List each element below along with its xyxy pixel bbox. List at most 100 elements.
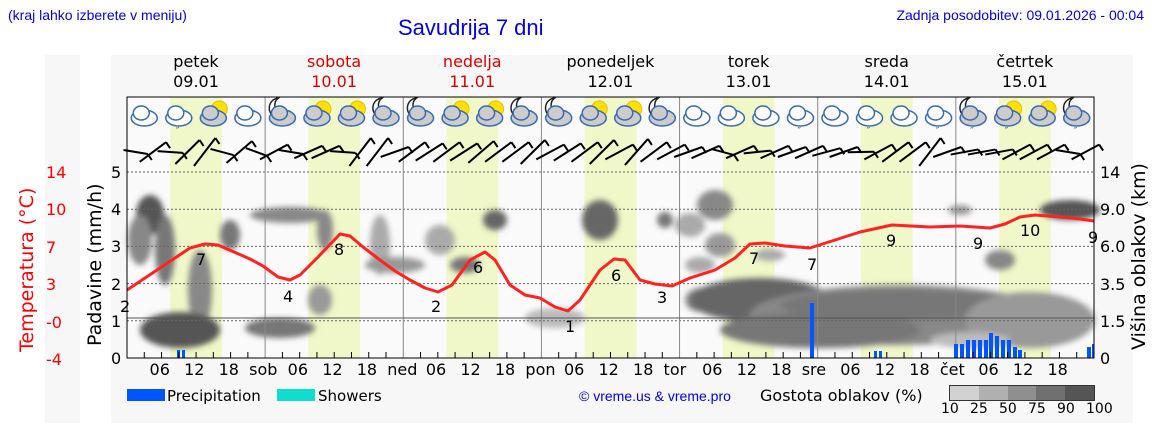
wind-barb-icon	[225, 140, 257, 164]
x-tick-label: 06	[702, 360, 723, 379]
weather-icon	[717, 105, 746, 127]
weather-icon: ″	[924, 105, 953, 137]
wind-barb-icon	[1002, 143, 1035, 161]
precipitation-legend-label: Precipitation	[167, 387, 261, 405]
cloud-tick-label: 0	[1100, 349, 1111, 368]
x-tick-label: 06	[287, 360, 309, 379]
cloud-height-axis-title: Višina oblakov (km)	[1128, 163, 1150, 350]
wind-barb-icon	[898, 141, 931, 163]
weather-icon: ″	[993, 100, 1023, 137]
weather-icon	[821, 105, 849, 127]
x-tick-label: 06	[425, 360, 447, 379]
x-tick-label: 18	[356, 360, 378, 379]
wind-barb-icon	[259, 143, 293, 161]
x-tick-label: 12	[322, 360, 343, 379]
cloud-density-area	[128, 190, 1100, 348]
x-tick-label: 18	[633, 360, 654, 379]
svg-text:″: ″	[797, 126, 801, 137]
svg-text:″: ″	[936, 126, 940, 137]
wind-barb-icon	[467, 140, 499, 164]
cloud-tick-label: 3.5	[1100, 274, 1126, 294]
scale-swatch	[1007, 386, 1037, 400]
weather-icon	[475, 100, 505, 127]
x-tick-label: 18	[218, 360, 239, 379]
svg-text:″: ″	[1005, 126, 1009, 137]
precipitation-bars	[177, 303, 1094, 358]
weather-icon	[406, 97, 435, 127]
weather-icon	[303, 100, 332, 127]
copyright-link[interactable]: © vreme.us & vreme.pro	[579, 388, 731, 404]
svg-text:8: 8	[334, 240, 344, 259]
precipitation-axis-title: Padavine (mm/h)	[84, 183, 106, 346]
cloud-tick-label: 14	[1100, 163, 1121, 182]
wind-barb-icon	[415, 142, 448, 162]
svg-text:3: 3	[657, 288, 667, 307]
x-tick-label: 18	[1047, 360, 1068, 379]
scale-label: 100	[1086, 401, 1113, 417]
region-menu-hint[interactable]: (kraj lahko izberete v meniju)	[8, 7, 187, 23]
x-tick-label: 12	[1012, 360, 1034, 379]
weather-icon	[130, 105, 159, 127]
wind-barb-icon	[398, 141, 430, 163]
temp-tick-label: 3	[46, 275, 57, 295]
wind-barb-icon	[760, 144, 794, 160]
precip-tick-label: 1	[111, 311, 122, 331]
wind-barb-icon	[589, 139, 619, 165]
wind-barb-icon	[348, 137, 376, 167]
wind-barb-icon	[725, 144, 759, 160]
day-date: 11.01	[449, 72, 496, 91]
svg-text:″: ″	[867, 126, 871, 137]
svg-text:″: ″	[176, 126, 180, 137]
day-name: ponedeljek	[566, 52, 655, 71]
day-date: 14.01	[863, 72, 910, 91]
showers-legend-label: Showers	[318, 387, 382, 405]
temperature-axis-title: Temperatura (°C)	[16, 187, 38, 352]
cloud-density-scale	[949, 385, 1095, 401]
wind-barb-icon	[193, 137, 221, 167]
weather-icon	[648, 97, 677, 127]
weather-icon	[199, 100, 228, 127]
weather-icon	[752, 105, 780, 127]
wind-barb-icon	[863, 143, 897, 161]
temp-axis-panel	[45, 55, 80, 423]
x-tick-label: 06	[149, 360, 170, 379]
scale-label: 25	[970, 401, 988, 417]
weather-icon	[890, 105, 918, 127]
precip-tick-label: 2	[111, 274, 122, 294]
temperature-line	[126, 213, 1095, 313]
weather-icon	[337, 100, 366, 127]
cloud-tick-label: 1.5	[1100, 311, 1126, 331]
scale-label: 75	[1028, 401, 1046, 417]
svg-text:9: 9	[1088, 228, 1098, 247]
svg-text:6: 6	[473, 258, 483, 277]
wind-barb-icon	[604, 143, 638, 161]
wind-barb-icon	[881, 141, 914, 163]
wind-barb-icon	[691, 144, 725, 160]
weather-icon: ″	[1062, 97, 1091, 137]
weather-icon	[683, 105, 711, 127]
x-tick-label: 12	[874, 360, 896, 379]
wind-barb-icon	[639, 141, 672, 163]
wind-barb-icon	[293, 144, 328, 160]
wind-barb-icon	[365, 137, 393, 167]
svg-text:7: 7	[807, 255, 817, 274]
svg-text:10: 10	[1020, 221, 1040, 240]
weather-icon	[579, 100, 608, 127]
precip-tick-label: 5	[111, 163, 122, 182]
wind-barb-icon	[1036, 143, 1070, 161]
day-date: 13.01	[725, 72, 772, 91]
page-title: Savudrija 7 dni	[398, 15, 544, 40]
x-tick-label: 06	[563, 360, 585, 379]
x-tick-label: 06	[978, 360, 999, 379]
x-tick-label: 12	[460, 360, 481, 379]
scale-label: 10	[941, 401, 959, 417]
day-date: 15.01	[1001, 72, 1048, 91]
scale-swatch	[1065, 386, 1094, 400]
day-name: torek	[727, 52, 770, 71]
day-name: nedelja	[442, 52, 502, 71]
x-tick-label: pon	[525, 360, 556, 379]
weather-icon: ″	[165, 105, 193, 137]
x-tick-label: 06	[840, 360, 861, 379]
x-tick-label: sob	[249, 360, 278, 379]
wind-barb-icon	[449, 142, 483, 162]
